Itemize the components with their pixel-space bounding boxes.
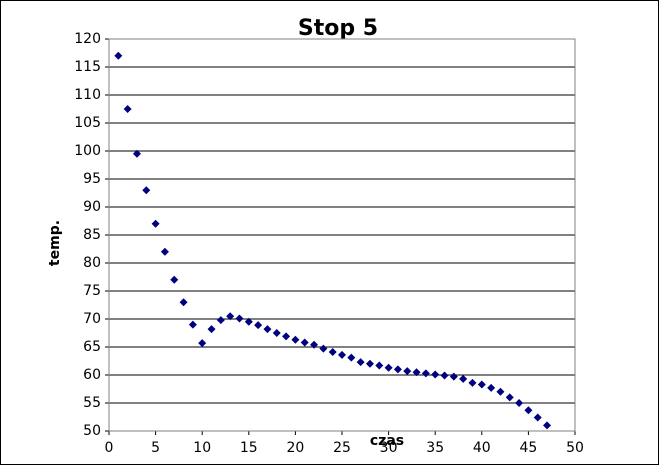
point	[319, 344, 328, 353]
x-tick-label: 30	[380, 440, 398, 456]
y-tick-label: 85	[83, 227, 101, 243]
point	[365, 359, 374, 368]
x-tick-label: 5	[151, 440, 160, 456]
point	[300, 338, 309, 347]
x-tick-label: 15	[240, 440, 258, 456]
x-tick-label: 10	[193, 440, 211, 456]
y-tick-label: 90	[83, 199, 101, 215]
point	[142, 186, 151, 195]
point	[254, 321, 263, 330]
x-tick-label: 50	[566, 440, 584, 456]
x-tick-label: 0	[105, 440, 114, 456]
point	[328, 348, 337, 357]
y-tick-label: 60	[83, 367, 101, 383]
y-tick-label: 95	[83, 171, 101, 187]
point	[272, 329, 281, 337]
x-tick-label: 40	[473, 440, 491, 456]
point	[431, 370, 440, 379]
point	[338, 350, 346, 359]
point	[505, 393, 514, 402]
chart-title: Stop 5	[298, 16, 378, 41]
point	[449, 372, 458, 381]
point	[412, 368, 421, 377]
point	[347, 353, 356, 362]
point	[123, 105, 132, 113]
point	[384, 363, 393, 372]
point	[170, 275, 179, 284]
y-tick-label: 80	[83, 255, 101, 271]
x-tick-label: 35	[426, 440, 444, 456]
point	[160, 247, 169, 256]
point	[421, 369, 430, 378]
point	[291, 335, 300, 344]
plot-area	[108, 38, 576, 432]
point	[263, 325, 272, 334]
point	[515, 399, 524, 407]
point	[356, 358, 365, 367]
point	[393, 365, 402, 374]
y-tick-label: 70	[83, 311, 101, 327]
x-axis-title: czas	[370, 433, 404, 449]
point	[487, 383, 496, 392]
point	[244, 317, 253, 326]
point	[496, 387, 505, 396]
y-axis-title: temp.	[47, 220, 63, 266]
point	[524, 406, 533, 415]
point	[198, 339, 207, 348]
point	[543, 421, 552, 430]
point	[132, 149, 141, 158]
point	[216, 316, 225, 325]
x-tick-label: 20	[286, 440, 304, 456]
y-tick-label: 115	[74, 59, 101, 75]
x-tick-label: 45	[519, 440, 537, 456]
y-tick-label: 65	[83, 339, 101, 355]
point	[226, 312, 235, 321]
y-tick-label: 50	[83, 423, 101, 439]
point	[179, 298, 188, 307]
point	[282, 332, 291, 341]
y-tick-label: 75	[83, 283, 101, 299]
point	[114, 51, 123, 60]
y-tick-label: 120	[74, 31, 101, 47]
point	[375, 361, 384, 370]
y-tick-label: 110	[74, 87, 101, 103]
point	[151, 219, 160, 228]
point	[468, 378, 477, 387]
point	[459, 374, 468, 383]
point	[207, 325, 216, 334]
point	[533, 413, 542, 422]
point	[310, 340, 319, 349]
y-tick-label: 55	[83, 395, 101, 411]
y-tick-label: 100	[74, 143, 101, 159]
point	[403, 367, 412, 376]
point	[235, 314, 244, 323]
x-tick-label: 25	[333, 440, 351, 456]
point	[440, 371, 449, 380]
point	[188, 320, 197, 329]
point	[477, 380, 486, 389]
y-tick-label: 105	[74, 115, 101, 131]
